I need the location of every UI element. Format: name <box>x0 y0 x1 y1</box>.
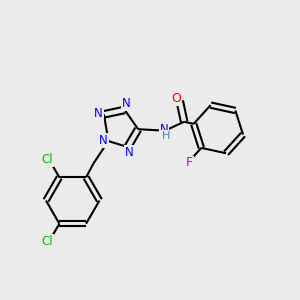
Text: N: N <box>122 98 130 110</box>
Text: H: H <box>162 131 170 141</box>
Text: N: N <box>125 146 134 159</box>
Text: F: F <box>186 157 193 169</box>
Text: O: O <box>171 92 181 105</box>
Text: N: N <box>160 123 168 136</box>
Text: Cl: Cl <box>41 235 53 248</box>
Text: N: N <box>94 107 103 120</box>
Text: N: N <box>99 134 108 147</box>
Text: Cl: Cl <box>41 153 53 166</box>
